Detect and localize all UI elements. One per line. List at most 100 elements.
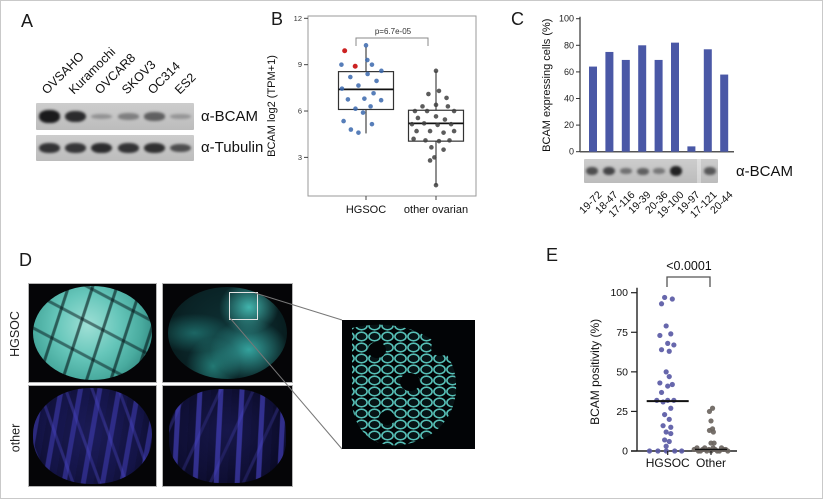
- data-point: [436, 138, 442, 144]
- data-point: [710, 429, 716, 435]
- y-tick-label: 75: [616, 327, 628, 339]
- protein-band: [636, 167, 649, 175]
- panel-a-letter: A: [21, 11, 34, 31]
- protein-band: [144, 112, 165, 121]
- y-tick-label: 25: [616, 406, 628, 418]
- data-point: [668, 331, 674, 337]
- data-point: [441, 147, 446, 152]
- data-point: [679, 448, 685, 454]
- data-point: [448, 121, 454, 127]
- data-point: [444, 95, 449, 101]
- data-point: [658, 301, 665, 307]
- other-core-image-2: [162, 385, 293, 487]
- tissue-stain-cyan-patchy: [168, 286, 287, 380]
- zoomed-tissue-image: [342, 320, 475, 449]
- data-point: [665, 383, 671, 389]
- protein-band: [703, 167, 716, 175]
- data-point: [433, 102, 439, 108]
- data-point: [646, 448, 653, 454]
- bar-20-36: [654, 59, 663, 152]
- protein-band: [91, 113, 113, 120]
- bar-18-47: [605, 51, 614, 152]
- data-point: [345, 97, 351, 102]
- panel-b-letter: B: [271, 9, 284, 29]
- data-point: [663, 323, 669, 329]
- protein-band: [653, 168, 666, 174]
- data-point: [423, 138, 428, 143]
- row-label-other: other: [8, 423, 22, 453]
- tissue-stain-blue-streaks: [169, 389, 286, 483]
- other-core-image-1: [28, 385, 157, 487]
- data-point: [445, 104, 451, 109]
- data-point: [662, 294, 668, 301]
- data-point: [369, 121, 375, 127]
- data-point: [365, 71, 370, 77]
- y-tick-label: 50: [616, 366, 628, 378]
- protein-band: [144, 142, 165, 154]
- bar-17-121: [703, 49, 712, 152]
- data-point: [411, 136, 416, 142]
- data-point: [666, 348, 672, 354]
- patient-blot-label: α-BCAM: [736, 163, 794, 180]
- protein-band: [170, 113, 192, 120]
- y-tick-label: 9: [298, 60, 302, 69]
- data-point: [427, 128, 433, 134]
- data-point: [348, 74, 353, 80]
- data-point: [374, 78, 379, 84]
- bcam-expressing-cells-barchart: 0 20 40 60 80 100 BCAM expressing cells (%): [541, 14, 734, 157]
- protein-band: [117, 113, 139, 120]
- data-point: [412, 108, 418, 114]
- significance-bracket: [355, 37, 429, 46]
- data-point: [426, 91, 431, 97]
- x-category-label: HGSOC: [646, 456, 690, 470]
- data-point: [415, 115, 421, 121]
- panel-b-boxplot: B 3 6 9 12 BCAM log2 (TPM+1) HGSOC other ovari…: [263, 3, 479, 221]
- data-point: [356, 83, 361, 88]
- panel-e-letter: E: [546, 245, 559, 265]
- protein-band: [65, 110, 86, 123]
- data-point: [433, 68, 439, 74]
- bar-19-100: [671, 42, 679, 152]
- panel-d-letter: D: [19, 250, 32, 270]
- data-point: [451, 128, 457, 134]
- data-point: [660, 423, 666, 429]
- data-point: [447, 138, 452, 143]
- data-point: [666, 438, 672, 445]
- y-tick-label: 0: [569, 147, 574, 157]
- y-tick-label: 6: [298, 107, 302, 116]
- x-category-label: Other: [696, 456, 726, 470]
- data-point: [658, 389, 665, 396]
- data-point: [421, 121, 427, 126]
- data-point: [356, 130, 361, 135]
- protein-band: [586, 167, 599, 175]
- y-axis-label: BCAM expressing cells (%): [541, 19, 553, 152]
- data-point: [657, 332, 663, 339]
- protein-band: [619, 167, 632, 174]
- data-point: [441, 130, 446, 135]
- data-point: [668, 430, 674, 437]
- hgsoc-core-image-2: [162, 283, 293, 383]
- data-point: [433, 182, 439, 188]
- data-point: [339, 62, 344, 67]
- highlighted-point: [342, 48, 348, 54]
- significance-bracket: [666, 276, 711, 287]
- protein-band: [91, 142, 113, 154]
- data-point: [348, 127, 354, 132]
- data-point: [414, 128, 419, 134]
- protein-band: [38, 110, 60, 123]
- data-point: [666, 416, 672, 422]
- data-point: [663, 443, 669, 449]
- data-point: [657, 380, 663, 386]
- data-point: [442, 117, 448, 122]
- tubulin-blot-label: α-Tubulin: [201, 139, 264, 156]
- data-point: [663, 369, 669, 375]
- highlighted-point: [352, 63, 358, 69]
- data-point: [658, 347, 665, 353]
- protein-band: [117, 142, 139, 154]
- bar-19-72: [589, 66, 597, 152]
- zoom-region-box: [229, 292, 258, 320]
- data-point: [672, 448, 678, 454]
- data-point: [662, 437, 668, 443]
- data-point: [365, 57, 370, 63]
- data-point: [433, 114, 439, 119]
